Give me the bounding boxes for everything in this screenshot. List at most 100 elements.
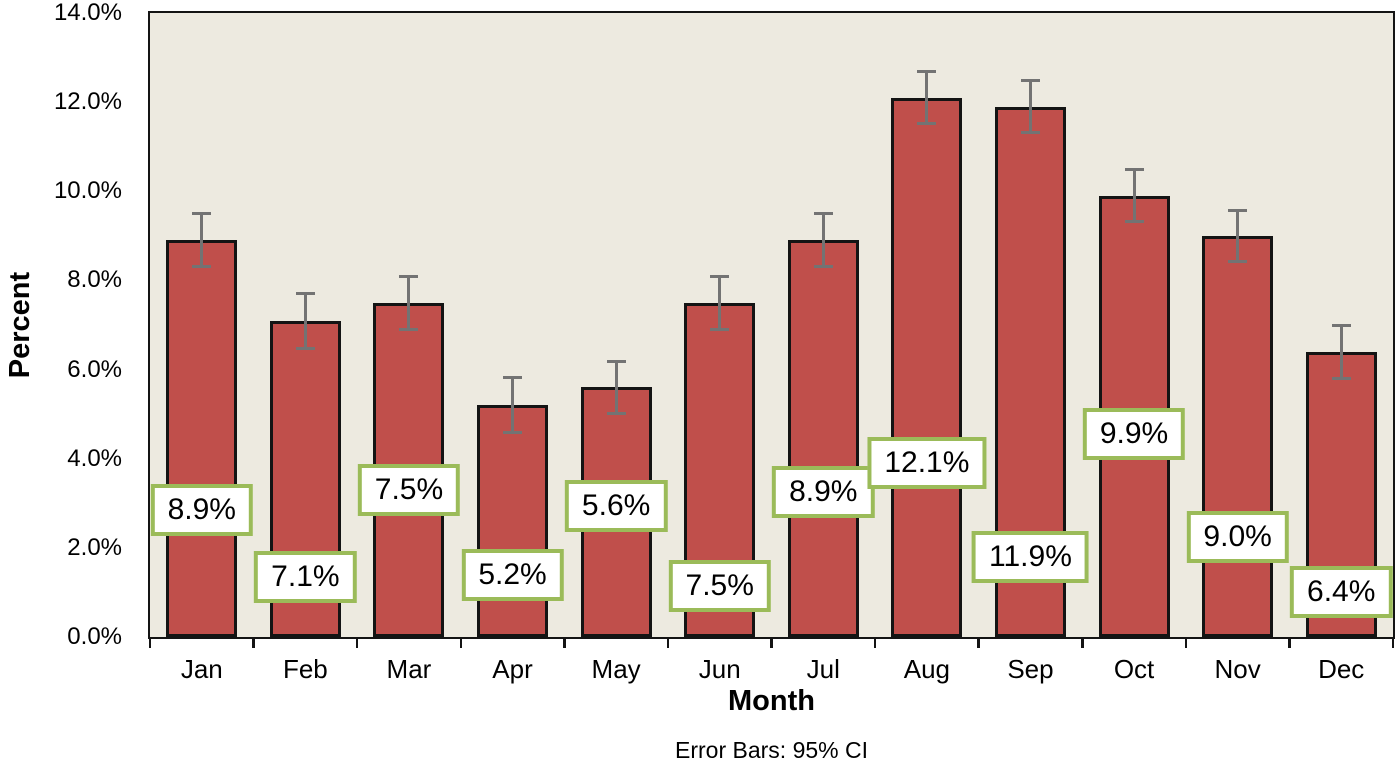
bar-nov	[1202, 235, 1274, 637]
data-label-feb: 7.1%	[254, 550, 357, 603]
bar-jan	[166, 240, 238, 637]
error-bar-cap-top	[1331, 323, 1351, 327]
plot-area: 8.9% 7.1% 7.5% 5.2% 5.6% 7.5% 8.9% 12.1% 11.9% 9.…	[148, 11, 1395, 639]
error-bar-cap-bottom	[813, 265, 833, 269]
x-tick-label-dec: Dec	[1318, 654, 1365, 684]
error-bar-aug	[917, 70, 937, 125]
error-bar-line	[718, 274, 722, 331]
error-bar-nov	[1228, 208, 1248, 264]
error-bar-dec	[1331, 323, 1351, 380]
error-bar-line	[1339, 323, 1343, 380]
error-bar-cap-bottom	[192, 265, 212, 269]
y-tick-label-40: 4.0%	[67, 444, 122, 472]
data-label-jun: 7.5%	[668, 559, 771, 612]
x-tick-label-oct: Oct	[1113, 654, 1155, 684]
error-bar-line	[200, 212, 204, 269]
data-label-apr: 5.2%	[461, 548, 564, 601]
y-tick-label-100: 10.0%	[53, 177, 122, 205]
y-tick-label-20: 2.0%	[67, 533, 122, 561]
x-axis-tick	[252, 639, 255, 648]
data-label-jul: 8.9%	[772, 466, 875, 519]
y-tick-label-120: 12.0%	[53, 88, 122, 116]
x-axis-tick	[355, 639, 359, 648]
error-bar-sep	[1020, 78, 1040, 135]
error-bar-cap-bottom	[710, 327, 730, 331]
x-axis-tick	[1184, 639, 1188, 648]
error-bar-line	[511, 376, 515, 435]
x-axis-title: Month	[728, 685, 815, 717]
x-axis-tick	[873, 639, 877, 648]
error-bar-cap-top	[1124, 168, 1144, 172]
error-bar-cap-top	[399, 274, 419, 278]
error-bar-line	[1236, 208, 1240, 264]
error-bar-cap-bottom	[1124, 220, 1144, 224]
error-bar-jun	[710, 274, 730, 331]
y-tick-label-140: 14.0%	[53, 0, 122, 26]
x-tick-label-jul: Jul	[806, 654, 840, 684]
error-bar-jan	[192, 212, 212, 269]
y-tick-label-80: 8.0%	[67, 266, 122, 294]
error-bar-cap-bottom	[1331, 376, 1351, 380]
x-axis-tick	[770, 639, 773, 648]
x-tick-label-may: May	[591, 654, 641, 684]
error-bar-feb	[295, 291, 315, 350]
x-axis-tick	[1288, 639, 1291, 648]
x-tick-label-nov: Nov	[1214, 654, 1261, 684]
x-axis-tick	[666, 639, 670, 648]
x-tick-label-sep: Sep	[1007, 654, 1054, 684]
bar-aug	[891, 97, 963, 637]
data-label-dec: 6.4%	[1290, 566, 1393, 619]
error-bar-line	[925, 70, 929, 125]
x-axis-tick	[563, 639, 566, 648]
error-bar-cap-top	[192, 212, 212, 216]
x-axis-tick	[148, 639, 152, 648]
error-bar-cap-bottom	[606, 412, 626, 416]
error-bar-may	[606, 359, 626, 416]
error-bar-line	[1028, 78, 1032, 135]
error-bar-cap-bottom	[1228, 260, 1248, 264]
x-tick-label-jun: Jun	[698, 654, 741, 684]
error-bars-caption: Error Bars: 95% CI	[675, 737, 868, 763]
error-bar-cap-top	[1228, 208, 1248, 212]
error-bar-cap-top	[503, 376, 523, 380]
error-bar-cap-top	[917, 70, 937, 74]
data-label-mar: 7.5%	[357, 463, 461, 516]
error-bar-apr	[503, 376, 523, 435]
error-bar-line	[1132, 168, 1136, 224]
y-tick-label-00: 0.0%	[67, 623, 122, 650]
x-axis-tick	[977, 639, 980, 648]
data-label-oct: 9.9%	[1082, 408, 1186, 461]
x-tick-label-apr: Apr	[492, 654, 533, 684]
error-bar-cap-top	[1020, 78, 1040, 82]
x-tick-label-aug: Aug	[903, 654, 950, 684]
error-bar-oct	[1124, 168, 1144, 224]
error-bar-cap-top	[295, 291, 315, 295]
x-axis-tick	[459, 639, 462, 648]
error-bar-cap-top	[606, 359, 626, 363]
x-tick-label-feb: Feb	[282, 654, 328, 684]
data-label-may: 5.6%	[564, 479, 668, 532]
error-bar-cap-bottom	[917, 121, 937, 125]
data-label-sep: 11.9%	[972, 530, 1089, 583]
error-bar-line	[407, 274, 411, 331]
error-bar-line	[303, 291, 307, 350]
error-bar-cap-top	[710, 274, 730, 278]
error-bar-cap-bottom	[1020, 131, 1040, 135]
data-label-aug: 12.1%	[867, 437, 987, 490]
bar-jul	[787, 240, 859, 637]
x-axis-tick	[1081, 639, 1084, 648]
x-axis-tick	[1391, 639, 1395, 648]
error-bar-mar	[399, 274, 419, 331]
error-bar-cap-bottom	[295, 346, 315, 350]
x-tick-label-jan: Jan	[180, 654, 223, 684]
x-tick-label-mar: Mar	[386, 654, 432, 684]
error-bar-jul	[813, 212, 833, 269]
y-tick-label-60: 6.0%	[67, 355, 122, 383]
error-bar-line	[821, 212, 825, 269]
error-bar-cap-top	[813, 212, 833, 216]
error-bar-line	[614, 359, 618, 416]
data-label-nov: 9.0%	[1186, 510, 1289, 563]
error-bar-cap-bottom	[503, 431, 523, 435]
bar-apr	[477, 405, 549, 637]
